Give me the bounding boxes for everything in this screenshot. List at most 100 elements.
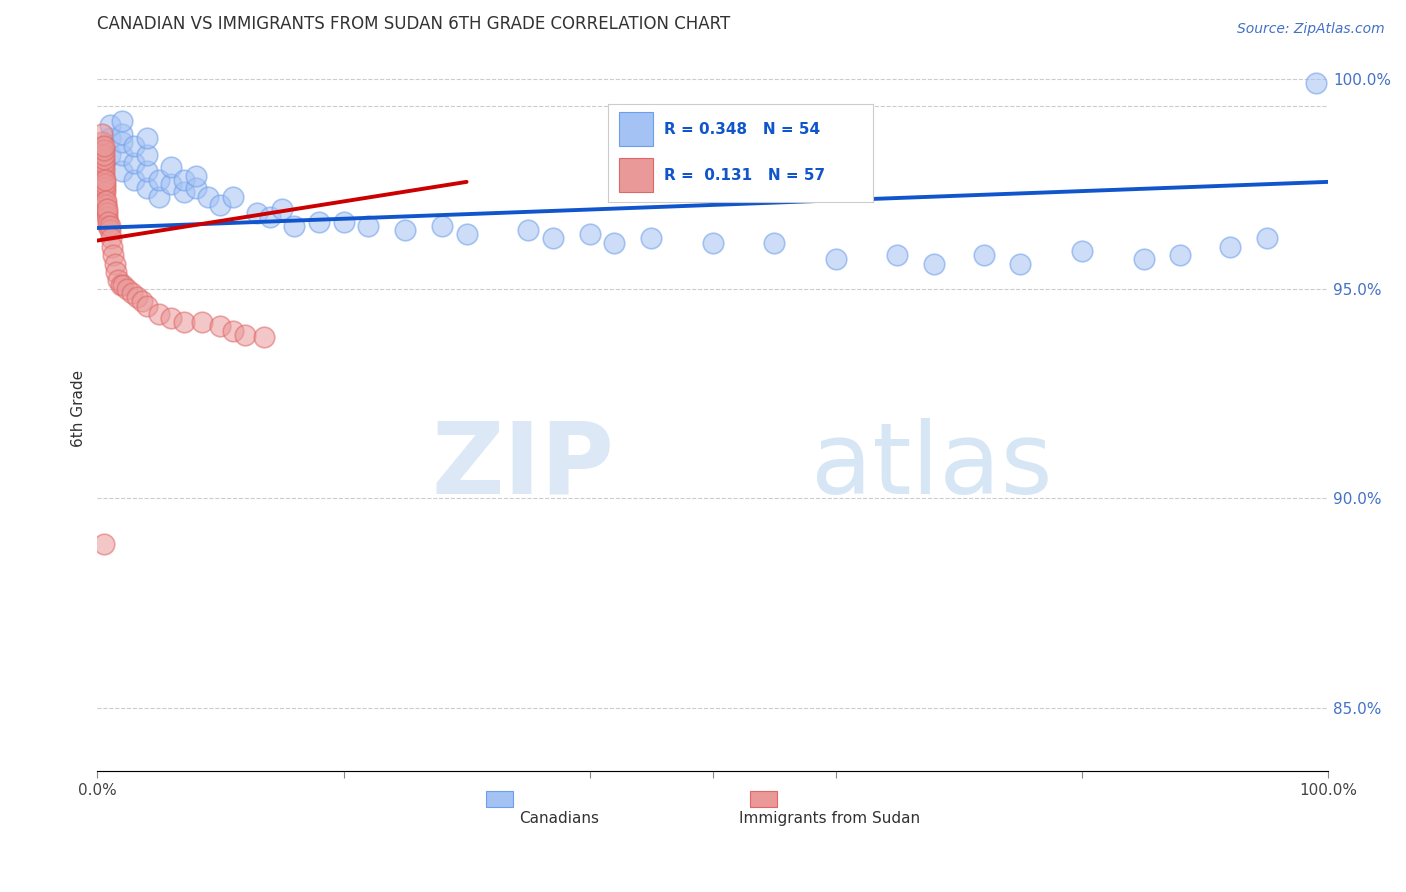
Point xyxy=(93,181,115,195)
Point xyxy=(93,139,115,153)
Point xyxy=(1256,231,1278,245)
Text: CANADIAN VS IMMIGRANTS FROM SUDAN 6TH GRADE CORRELATION CHART: CANADIAN VS IMMIGRANTS FROM SUDAN 6TH GR… xyxy=(97,15,731,33)
Point xyxy=(91,135,114,149)
Point xyxy=(91,152,114,166)
Point xyxy=(98,131,121,145)
Point xyxy=(603,235,626,250)
Point xyxy=(578,227,600,242)
Point xyxy=(104,265,127,279)
Point xyxy=(93,164,115,178)
Point xyxy=(148,173,170,187)
Point xyxy=(135,181,157,195)
Point xyxy=(197,189,219,203)
Point xyxy=(131,294,153,309)
Point xyxy=(124,156,146,170)
Point xyxy=(98,147,121,161)
Point xyxy=(111,164,134,178)
Point xyxy=(1132,252,1154,267)
Point xyxy=(93,160,115,174)
Point xyxy=(233,327,256,342)
Point xyxy=(135,164,157,178)
Point xyxy=(283,219,305,233)
Point xyxy=(94,198,117,212)
Point xyxy=(430,219,453,233)
Point xyxy=(1305,76,1327,90)
Point xyxy=(456,227,478,242)
Point xyxy=(640,231,662,245)
Point xyxy=(121,285,143,300)
Point xyxy=(93,177,115,191)
Point xyxy=(160,177,183,191)
Point xyxy=(93,537,115,551)
Point xyxy=(94,202,117,216)
Text: ZIP: ZIP xyxy=(432,417,614,515)
Point xyxy=(973,248,995,262)
Point xyxy=(91,177,114,191)
Point xyxy=(308,215,330,229)
Text: Immigrants from Sudan: Immigrants from Sudan xyxy=(740,811,921,826)
Point xyxy=(93,186,115,200)
Point xyxy=(93,169,115,183)
Point xyxy=(160,160,183,174)
Point xyxy=(1010,257,1032,271)
Point xyxy=(110,277,132,292)
Point xyxy=(97,219,120,233)
Bar xyxy=(749,791,776,807)
Point xyxy=(98,118,121,132)
Point xyxy=(173,186,195,200)
Point xyxy=(96,202,118,216)
Point xyxy=(246,206,269,220)
Point xyxy=(763,235,786,250)
Point xyxy=(93,186,115,200)
Point xyxy=(103,257,125,271)
Point xyxy=(98,219,121,233)
Point xyxy=(96,211,118,225)
Point xyxy=(93,194,115,208)
Point xyxy=(115,282,138,296)
Point xyxy=(135,131,157,145)
Point xyxy=(93,144,115,158)
Point xyxy=(94,194,117,208)
Point xyxy=(107,273,129,287)
Point xyxy=(93,156,115,170)
Point xyxy=(112,277,135,292)
Point xyxy=(1219,240,1241,254)
Point xyxy=(148,189,170,203)
Point xyxy=(91,160,114,174)
Point xyxy=(222,324,245,338)
Point xyxy=(148,307,170,321)
Point xyxy=(111,127,134,141)
Y-axis label: 6th Grade: 6th Grade xyxy=(72,369,86,447)
Point xyxy=(125,290,148,304)
Point xyxy=(91,127,114,141)
Point xyxy=(111,114,134,128)
Point xyxy=(271,202,294,216)
Point xyxy=(332,215,354,229)
Point xyxy=(124,173,146,187)
Point xyxy=(886,248,908,262)
Point xyxy=(357,219,380,233)
Point xyxy=(111,147,134,161)
Point xyxy=(184,181,207,195)
Point xyxy=(135,147,157,161)
Text: Source: ZipAtlas.com: Source: ZipAtlas.com xyxy=(1237,22,1385,37)
Point xyxy=(91,169,114,183)
Point xyxy=(209,198,232,212)
Point xyxy=(252,330,274,344)
Point xyxy=(124,139,146,153)
Text: atlas: atlas xyxy=(811,417,1053,515)
Bar xyxy=(486,791,513,807)
Point xyxy=(184,169,207,183)
Point xyxy=(91,139,114,153)
Point xyxy=(394,223,416,237)
Point xyxy=(209,319,232,334)
Point xyxy=(222,189,245,203)
Point xyxy=(93,173,115,187)
Point xyxy=(824,252,846,267)
Point xyxy=(97,215,120,229)
Point xyxy=(541,231,564,245)
Point xyxy=(91,144,114,158)
Point xyxy=(173,315,195,329)
Point xyxy=(922,257,945,271)
Point xyxy=(98,223,121,237)
